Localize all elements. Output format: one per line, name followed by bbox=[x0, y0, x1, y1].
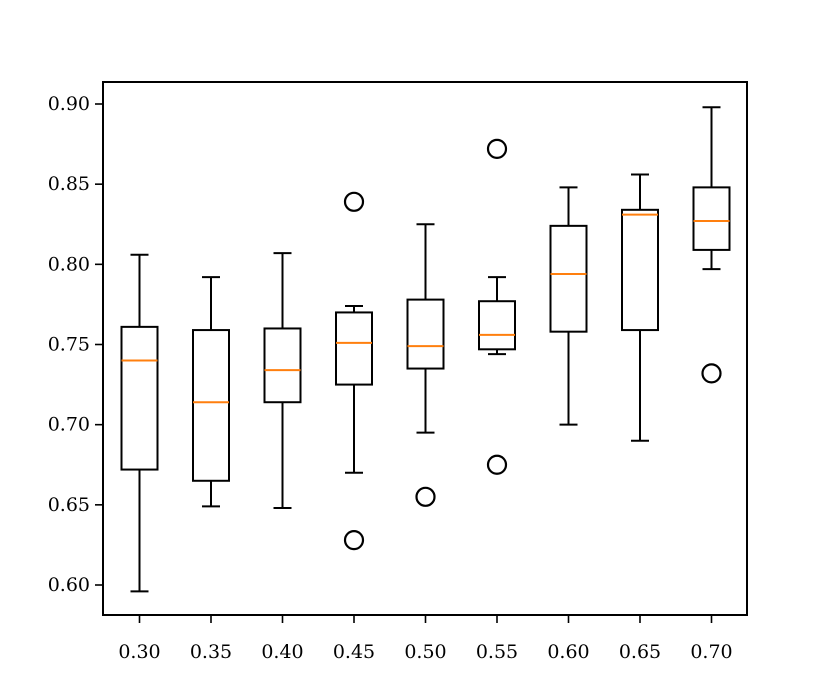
outlier-point bbox=[343, 530, 365, 551]
y-tick-label: 0.75 bbox=[48, 334, 90, 356]
outlier-point bbox=[415, 486, 436, 507]
outlier-point bbox=[486, 138, 508, 159]
x-tick-label: 0.30 bbox=[118, 641, 160, 663]
box bbox=[549, 224, 588, 333]
x-tick-label: 0.60 bbox=[547, 641, 589, 663]
y-tick-label: 0.65 bbox=[48, 494, 90, 516]
plot-frame bbox=[102, 81, 748, 616]
outlier-point bbox=[701, 363, 722, 384]
box bbox=[335, 311, 373, 386]
box-group bbox=[120, 253, 159, 593]
box-group bbox=[692, 106, 731, 384]
box bbox=[263, 327, 302, 404]
box bbox=[406, 298, 445, 370]
plot-marks bbox=[120, 106, 731, 593]
x-tick-label: 0.70 bbox=[690, 641, 732, 663]
box-group bbox=[621, 173, 659, 442]
axes: 0.60 0.65 0.70 0.75 0.80 0.85 0.90 0.30 0.35 0.40… bbox=[48, 93, 733, 663]
y-tick-label: 0.80 bbox=[48, 253, 90, 275]
box bbox=[478, 300, 516, 351]
box bbox=[621, 208, 659, 332]
box bbox=[692, 186, 731, 251]
x-tick-label: 0.65 bbox=[619, 641, 661, 663]
outlier-point bbox=[486, 454, 508, 475]
y-tick-label: 0.70 bbox=[48, 414, 90, 436]
box-group bbox=[192, 276, 230, 508]
x-tick-label: 0.55 bbox=[476, 641, 518, 663]
x-tick-label: 0.35 bbox=[190, 641, 232, 663]
box-group bbox=[406, 223, 445, 507]
box-group bbox=[478, 138, 516, 475]
box-group bbox=[335, 191, 373, 551]
y-tick-label: 0.85 bbox=[48, 173, 90, 195]
x-tick-label: 0.45 bbox=[333, 641, 375, 663]
box bbox=[192, 329, 230, 482]
y-tick-label: 0.90 bbox=[48, 93, 90, 115]
outlier-point bbox=[343, 191, 365, 212]
box-group bbox=[549, 186, 588, 426]
x-tick-label: 0.50 bbox=[404, 641, 446, 663]
box bbox=[120, 325, 159, 471]
y-tick-label: 0.60 bbox=[48, 574, 90, 596]
x-tick-label: 0.40 bbox=[261, 641, 303, 663]
box-group bbox=[263, 252, 302, 510]
